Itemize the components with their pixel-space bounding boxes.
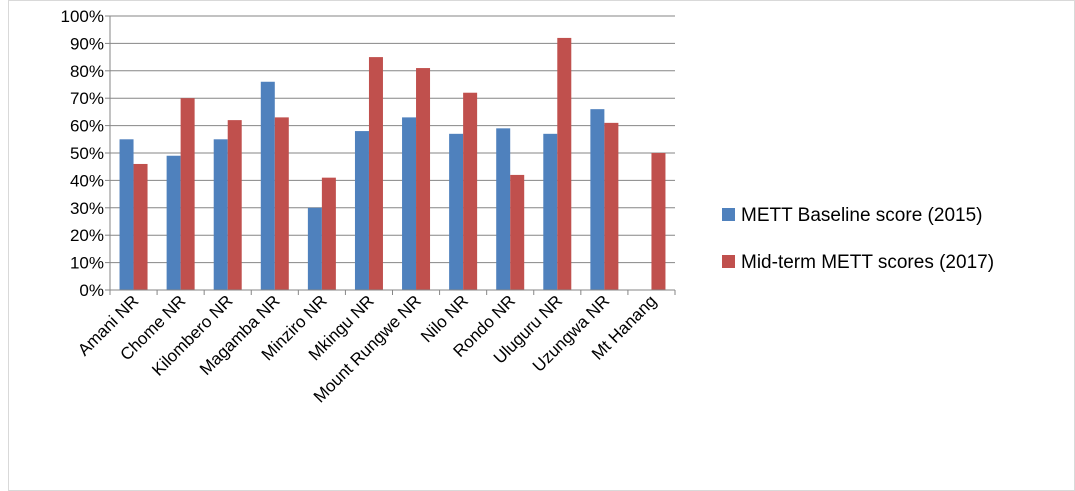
bar-baseline-2015	[119, 139, 134, 290]
y-tick-label: 50%	[70, 144, 104, 163]
bar-baseline-2015	[354, 131, 369, 290]
bar-midterm-2017	[557, 37, 572, 290]
bar-midterm-2017	[274, 117, 289, 290]
legend-swatch	[722, 208, 735, 221]
bar-baseline-2015	[166, 155, 181, 290]
bar-midterm-2017	[368, 57, 383, 290]
axes	[105, 16, 675, 295]
bars	[119, 37, 666, 291]
y-tick-label: 80%	[70, 62, 104, 81]
y-tick-label: 10%	[70, 254, 104, 273]
bar-baseline-2015	[590, 109, 605, 290]
bar-midterm-2017	[416, 68, 431, 290]
bar-baseline-2015	[543, 133, 558, 290]
bar-midterm-2017	[133, 163, 148, 290]
bar-midterm-2017	[604, 122, 619, 290]
legend-label: METT Baseline score (2015)	[741, 205, 982, 226]
bar-baseline-2015	[260, 81, 275, 290]
bar-baseline-2015	[307, 207, 322, 290]
y-tick-label: 100%	[61, 7, 104, 26]
bar-midterm-2017	[463, 92, 478, 290]
gridlines	[105, 15, 676, 295]
bar-midterm-2017	[510, 174, 525, 290]
bar-midterm-2017	[321, 177, 336, 290]
bar-midterm-2017	[180, 98, 195, 290]
bar-midterm-2017	[227, 120, 242, 291]
bar-baseline-2015	[449, 133, 464, 290]
y-tick-labels: 0% 10% 20% 30% 40% 50% 60% 70% 80% 90% 100%	[61, 7, 104, 300]
y-tick-label: 70%	[70, 89, 104, 108]
legend-label: Mid-term METT scores (2017)	[741, 252, 994, 273]
y-tick-label: 20%	[70, 226, 104, 245]
legend-swatch	[722, 255, 735, 268]
legend: METT Baseline score (2015) Mid-term METT …	[722, 205, 994, 273]
bar-baseline-2015	[213, 139, 228, 290]
y-tick-label: 90%	[70, 34, 104, 53]
y-tick-label: 60%	[70, 117, 104, 136]
y-tick-label: 40%	[70, 171, 104, 190]
bar-baseline-2015	[496, 128, 511, 290]
y-tick-label: 0%	[79, 281, 104, 300]
bar-midterm-2017	[651, 153, 666, 290]
bar-baseline-2015	[402, 117, 417, 290]
y-tick-label: 30%	[70, 199, 104, 218]
